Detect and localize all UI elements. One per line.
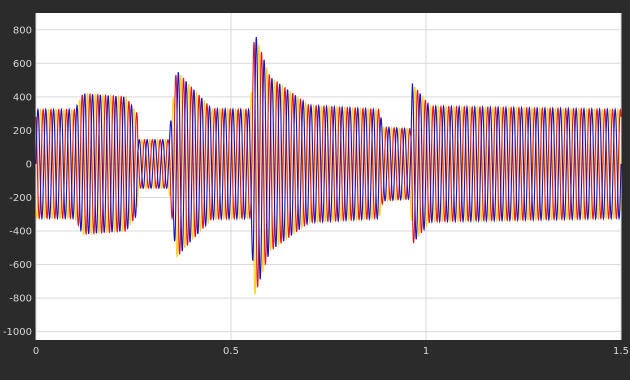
grid-lines bbox=[35, 13, 622, 340]
y-tick-label: -600 bbox=[9, 260, 32, 271]
y-tick-label: 400 bbox=[13, 92, 32, 103]
y-tick-label: -400 bbox=[9, 227, 32, 238]
y-tick-label: -800 bbox=[9, 294, 32, 305]
y-tick-label: 200 bbox=[13, 126, 32, 137]
series-layer bbox=[35, 37, 622, 295]
x-tick-label: 0 bbox=[33, 346, 39, 357]
y-tick-label: -1000 bbox=[3, 327, 32, 338]
y-tick-label: -200 bbox=[9, 193, 32, 204]
x-axis-ticks: 0 0.5 1 1.5 bbox=[33, 346, 629, 357]
x-tick-label: 1 bbox=[423, 346, 429, 357]
series-line bbox=[35, 37, 622, 280]
series-line bbox=[35, 41, 622, 288]
y-axis-ticks: 800 600 400 200 0 -200 -400 -600 -800 -1000 bbox=[3, 25, 32, 338]
x-tick-label: 1.5 bbox=[613, 346, 629, 357]
series-line bbox=[35, 44, 622, 295]
y-tick-label: 600 bbox=[13, 59, 32, 70]
x-tick-label: 0.5 bbox=[223, 346, 239, 357]
y-tick-label: 800 bbox=[13, 25, 32, 36]
y-tick-label: 0 bbox=[26, 159, 32, 170]
